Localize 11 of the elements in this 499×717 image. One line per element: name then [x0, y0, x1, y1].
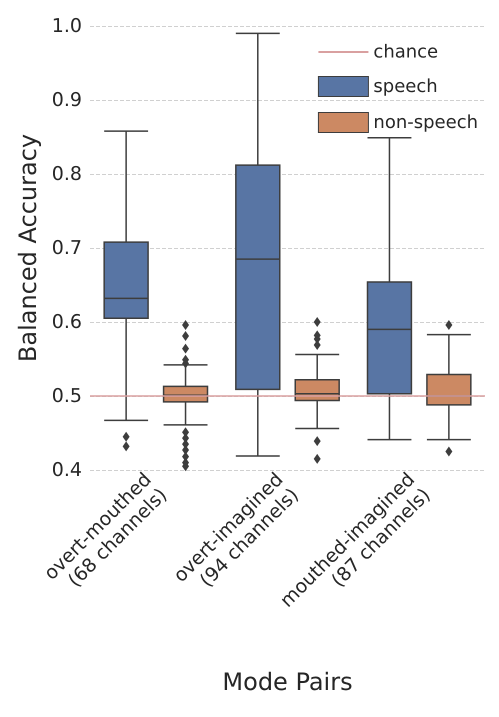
legend-label: non-speech	[373, 112, 478, 133]
y-tick-label: 0.9	[52, 89, 82, 111]
y-tick-label: 0.8	[52, 163, 82, 185]
y-tick-label: 0.7	[52, 237, 82, 259]
y-tick-label: 1.0	[52, 15, 82, 37]
x-axis-title: Mode Pairs	[222, 668, 353, 696]
y-axis-title: Balanced Accuracy	[14, 134, 42, 362]
legend-label: speech	[373, 76, 438, 97]
y-tick-label: 0.6	[52, 311, 82, 333]
y-tick-label: 0.5	[52, 385, 82, 407]
legend-label: chance	[373, 42, 438, 62]
